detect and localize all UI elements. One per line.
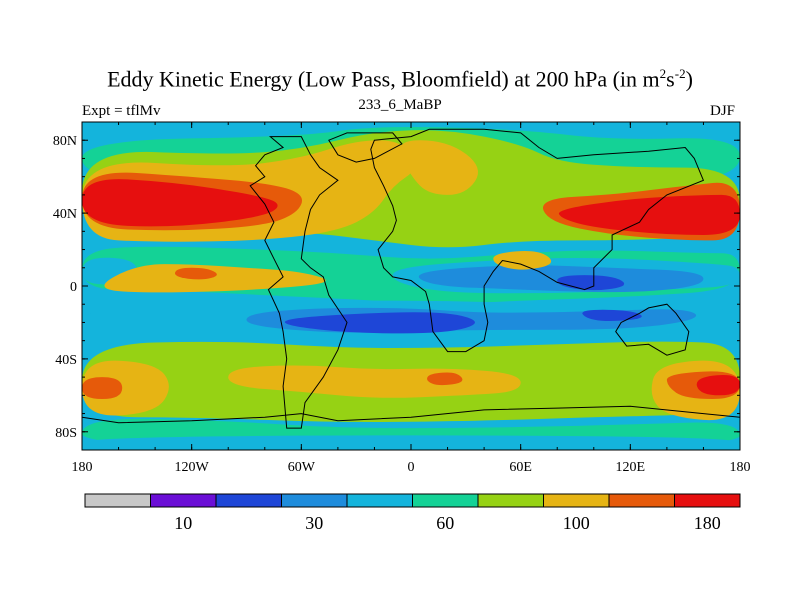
y-tick-label: 40N [53, 207, 77, 222]
contour-region-7 [558, 194, 740, 235]
title-unit-exponent-b: -2 [674, 66, 686, 81]
title-main: Eddy Kinetic Energy (Low Pass, Bloomfiel… [107, 66, 660, 92]
colorbar-box-0 [84, 493, 151, 508]
y-tick-label: 80S [55, 426, 77, 441]
y-tick-label: 40S [55, 353, 77, 368]
x-tick-label: 180 [730, 460, 751, 475]
contour-region-5 [82, 179, 278, 227]
coastline-antarctica [82, 405, 740, 450]
y-tick-label: 80N [53, 134, 77, 149]
colorbar-label: 180 [694, 513, 721, 533]
x-tick-label: 60E [509, 460, 532, 475]
colorbar-label: 100 [563, 513, 590, 533]
title-unit-mid: s [666, 66, 675, 92]
chart-title: Eddy Kinetic Energy (Low Pass, Bloomfiel… [0, 66, 800, 92]
colorbar-box-6 [477, 493, 544, 508]
contour-region-21 [82, 360, 169, 416]
coastlines [82, 128, 740, 450]
colorbar-label: 10 [174, 513, 192, 533]
contour-region-14 [175, 267, 217, 280]
x-tick-label: 180 [72, 460, 93, 475]
colorbar-box-5 [412, 493, 479, 508]
colorbar-box-3 [281, 493, 348, 508]
title-close: ) [685, 66, 693, 92]
contour-region-22 [82, 377, 123, 399]
colorbar-box-8 [608, 493, 675, 508]
experiment-label: Expt = tflMv [82, 103, 161, 119]
contour-region-29 [82, 435, 740, 450]
contour-region-13 [104, 264, 326, 293]
y-tick-label: 0 [70, 280, 77, 295]
colorbar-box-7 [543, 493, 610, 508]
x-tick-label: 60W [288, 460, 316, 475]
contour-region-19 [582, 309, 642, 321]
contour-region-3 [399, 140, 479, 195]
colorbar-box-4 [346, 493, 413, 508]
colorbar-box-1 [150, 493, 217, 508]
colorbar-box-9 [674, 493, 741, 508]
contour-region-27 [427, 372, 463, 386]
coastline-eurasia-africa [370, 128, 705, 353]
title-unit-exponent-a: 2 [659, 66, 667, 81]
contour-field [82, 122, 740, 450]
coastline-australia [615, 303, 690, 356]
x-tick-label: 120E [616, 460, 646, 475]
colorbar-label: 60 [436, 513, 454, 533]
x-tick-label: 0 [408, 460, 415, 475]
season-label: DJF [710, 103, 736, 119]
coastline-greenland [328, 132, 403, 163]
contour-region-18 [284, 312, 475, 334]
colorbar-box-2 [215, 493, 282, 508]
colorbar-label: 30 [305, 513, 323, 533]
contour-region-25 [696, 375, 740, 396]
chart-subtitle: 233_6_MaBP [358, 97, 442, 113]
contour-region-15 [493, 251, 552, 270]
x-tick-label: 120W [175, 460, 210, 475]
coastline-americas [249, 136, 348, 429]
